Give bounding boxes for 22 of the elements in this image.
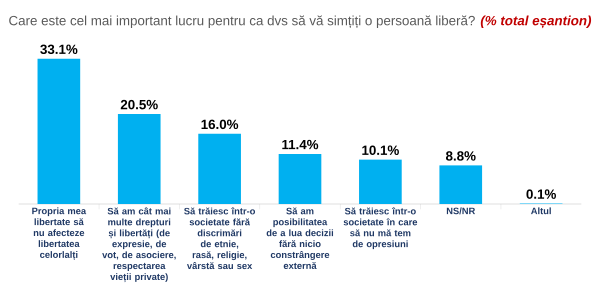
x-tick-label: Altul [531,207,551,214]
x-tick-label: Să trăiesc într-o societate în care să nu mă tem de opresiuni [344,207,418,250]
data-label: 10.1% [362,146,399,155]
data-label: 33.1% [40,44,78,54]
data-label: 8.8% [446,151,476,161]
data-label: 11.4% [282,140,318,150]
bar [439,165,482,204]
bar [278,154,322,204]
x-tick-label: Să trăiesc într-o societate fără discrimări de etnie, rasă, religie, vârstă sau sex [184,207,256,270]
chart-title: Care este cel mai important lucru pentru ca dvs să vă simțiți o persoană liberă? [9,15,475,28]
bar [198,134,241,204]
chart-subtitle: (% total eșantion) [480,16,592,28]
data-label: 20.5% [120,100,158,110]
bar [359,160,402,204]
x-tick-label: Să am cât mai multe drepturi și libertăți (de expresie, de vot, de asociere, respectarea vieții private) [102,207,176,282]
data-label: 0.1% [526,189,556,199]
x-tick-label: NS/NR [446,207,476,214]
x-tick-label: Propria mea libertate să nu afecteze libertatea celorlalți [32,207,86,260]
bar [38,58,80,204]
data-label: 16.0% [202,120,238,130]
x-tick-label: Să am posibilitatea de a lua decizii fără nicio constrângere externă [266,207,334,269]
bar [118,114,161,204]
